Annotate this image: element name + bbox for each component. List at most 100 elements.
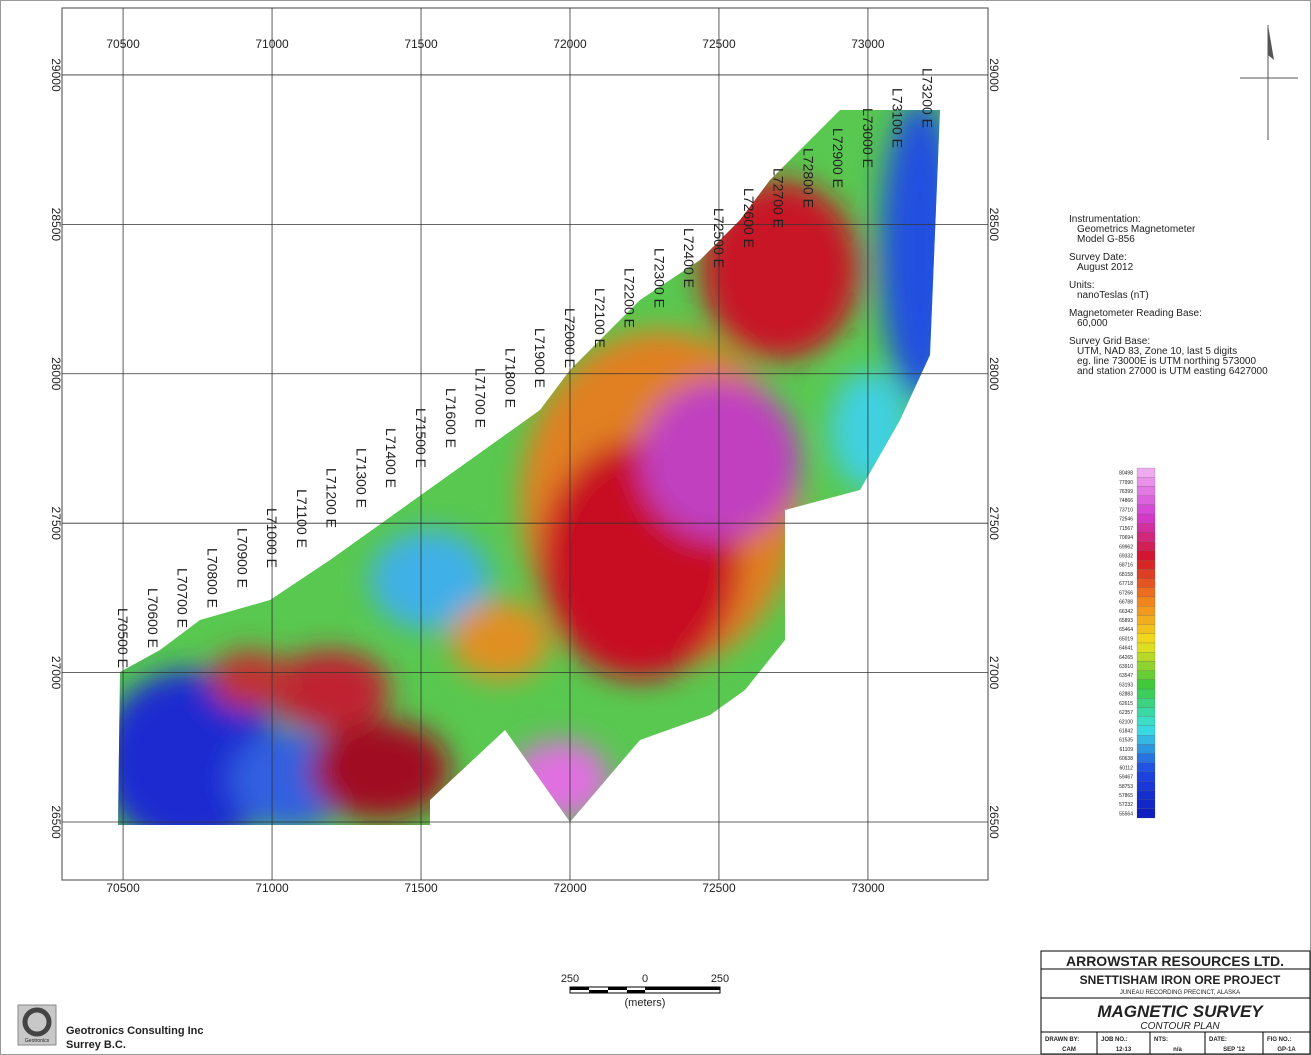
scale-swatch: [1137, 588, 1155, 597]
northing-label: 28000: [49, 357, 63, 391]
high-anomaly: [450, 600, 550, 680]
scale-value: 62883: [1119, 692, 1133, 698]
scale-value: 59467: [1119, 775, 1133, 781]
survey-line-label: L70700 E: [175, 568, 191, 628]
northing-label: 27000: [987, 656, 1001, 690]
high-anomaly: [510, 740, 610, 820]
northing-label: 28500: [49, 208, 63, 242]
company-name: Geotronics Consulting Inc: [66, 1025, 204, 1037]
survey-line-label: L72400 E: [681, 228, 697, 288]
scale-swatch: [1137, 523, 1155, 532]
survey-line-label: L72600 E: [741, 188, 757, 248]
scale-value: 65019: [1119, 636, 1133, 642]
scale-swatch: [1137, 569, 1155, 578]
scale-value: 68158: [1119, 572, 1133, 578]
scale-swatch: [1137, 754, 1155, 763]
title-project: SNETTISHAM IRON ORE PROJECT: [1080, 973, 1281, 987]
note-line: 60,000: [1077, 318, 1108, 329]
scale-value: 57232: [1119, 802, 1133, 808]
easting-label: 72000: [553, 881, 587, 895]
scale-swatch: [1137, 597, 1155, 606]
scale-value: 63193: [1119, 682, 1133, 688]
scale-swatch: [1137, 698, 1155, 707]
scale-swatch: [1137, 486, 1155, 495]
company-location: Surrey B.C.: [66, 1039, 126, 1051]
scale-swatch: [1137, 671, 1155, 680]
scale-swatch: [1137, 726, 1155, 735]
survey-line-label: L72300 E: [651, 248, 667, 308]
scale-swatch: [1137, 542, 1155, 551]
scale-swatch: [1137, 643, 1155, 652]
scale-swatch: [1137, 661, 1155, 670]
scale-swatch: [1137, 652, 1155, 661]
survey-line-label: L70900 E: [234, 528, 250, 588]
survey-line-label: L71900 E: [532, 328, 548, 388]
survey-line-label: L73000 E: [860, 108, 876, 168]
scale-value: 64641: [1119, 646, 1133, 652]
title-main: MAGNETIC SURVEY: [1097, 1002, 1264, 1021]
scale-label: 0: [642, 973, 648, 985]
survey-line-label: L70600 E: [145, 588, 161, 648]
scale-swatch: [1137, 763, 1155, 772]
scale-swatch: [1137, 781, 1155, 790]
easting-label: 70500: [106, 37, 140, 51]
scale-value: 57865: [1119, 793, 1133, 799]
survey-line-label: L73200 E: [920, 68, 936, 128]
scale-unit: (meters): [625, 997, 666, 1009]
scale-value: 66342: [1119, 609, 1133, 615]
scale-swatch: [1137, 615, 1155, 624]
map-sheet: 7050070500710007100071500715007200072000…: [0, 0, 1311, 1055]
scale-swatch: [1137, 505, 1155, 514]
low-anomaly: [830, 370, 910, 490]
easting-label: 73000: [851, 37, 885, 51]
easting-label: 71000: [255, 37, 289, 51]
northing-label: 27500: [49, 507, 63, 541]
scale-value: 62615: [1119, 701, 1133, 707]
easting-label: 72000: [553, 37, 587, 51]
field-label: JOB NO.:: [1101, 1037, 1128, 1043]
scale-swatch: [1137, 625, 1155, 634]
scale-value: 68716: [1119, 563, 1133, 569]
scale-value: 69332: [1119, 554, 1133, 560]
northing-label: 26500: [987, 805, 1001, 839]
scale-swatch: [1137, 496, 1155, 505]
scale-swatch: [1137, 790, 1155, 799]
northing-label: 29000: [49, 58, 63, 92]
scale-value: 60112: [1119, 765, 1133, 771]
title-sub: CONTOUR PLAN: [1140, 1021, 1220, 1032]
scale-swatch: [1137, 477, 1155, 486]
easting-label: 71000: [255, 881, 289, 895]
scale-swatch: [1137, 809, 1155, 818]
scale-swatch: [1137, 744, 1155, 753]
survey-line-label: L71600 E: [443, 388, 459, 448]
scale-value: 74866: [1119, 498, 1133, 504]
high-anomaly: [640, 380, 800, 540]
title-company: ARROWSTAR RESOURCES LTD.: [1066, 953, 1284, 969]
scale-value: 76399: [1119, 489, 1133, 495]
field-value: n/a: [1173, 1047, 1182, 1053]
scale-seg: [570, 987, 589, 990]
scale-value: 55564: [1119, 811, 1133, 817]
field-label: DRAWN BY:: [1045, 1037, 1079, 1043]
note-line: Model G-856: [1077, 234, 1135, 245]
survey-line-label: L70800 E: [204, 548, 220, 608]
scale-bar: 250 0 250 (meters): [561, 973, 729, 1009]
scale-swatch: [1137, 689, 1155, 698]
high-anomaly: [310, 720, 450, 820]
survey-line-label: L71500 E: [413, 408, 429, 468]
field-label: NTS:: [1154, 1037, 1168, 1043]
survey-line-label: L72100 E: [592, 288, 608, 348]
scale-value: 67718: [1119, 581, 1133, 587]
logo-text: Geotronics: [25, 1038, 50, 1044]
northing-label: 27500: [987, 507, 1001, 541]
scale-value: 61842: [1119, 729, 1133, 735]
survey-line-label: L72900 E: [830, 128, 846, 188]
survey-line-label: L71800 E: [502, 348, 518, 408]
scale-swatch: [1137, 772, 1155, 781]
scale-value: 61109: [1119, 747, 1133, 753]
scale-value: 62357: [1119, 710, 1133, 716]
scale-value: 64265: [1119, 655, 1133, 661]
scale-value: 77990: [1119, 480, 1133, 486]
scale-value: 80498: [1119, 471, 1133, 477]
note-line: August 2012: [1077, 262, 1134, 273]
